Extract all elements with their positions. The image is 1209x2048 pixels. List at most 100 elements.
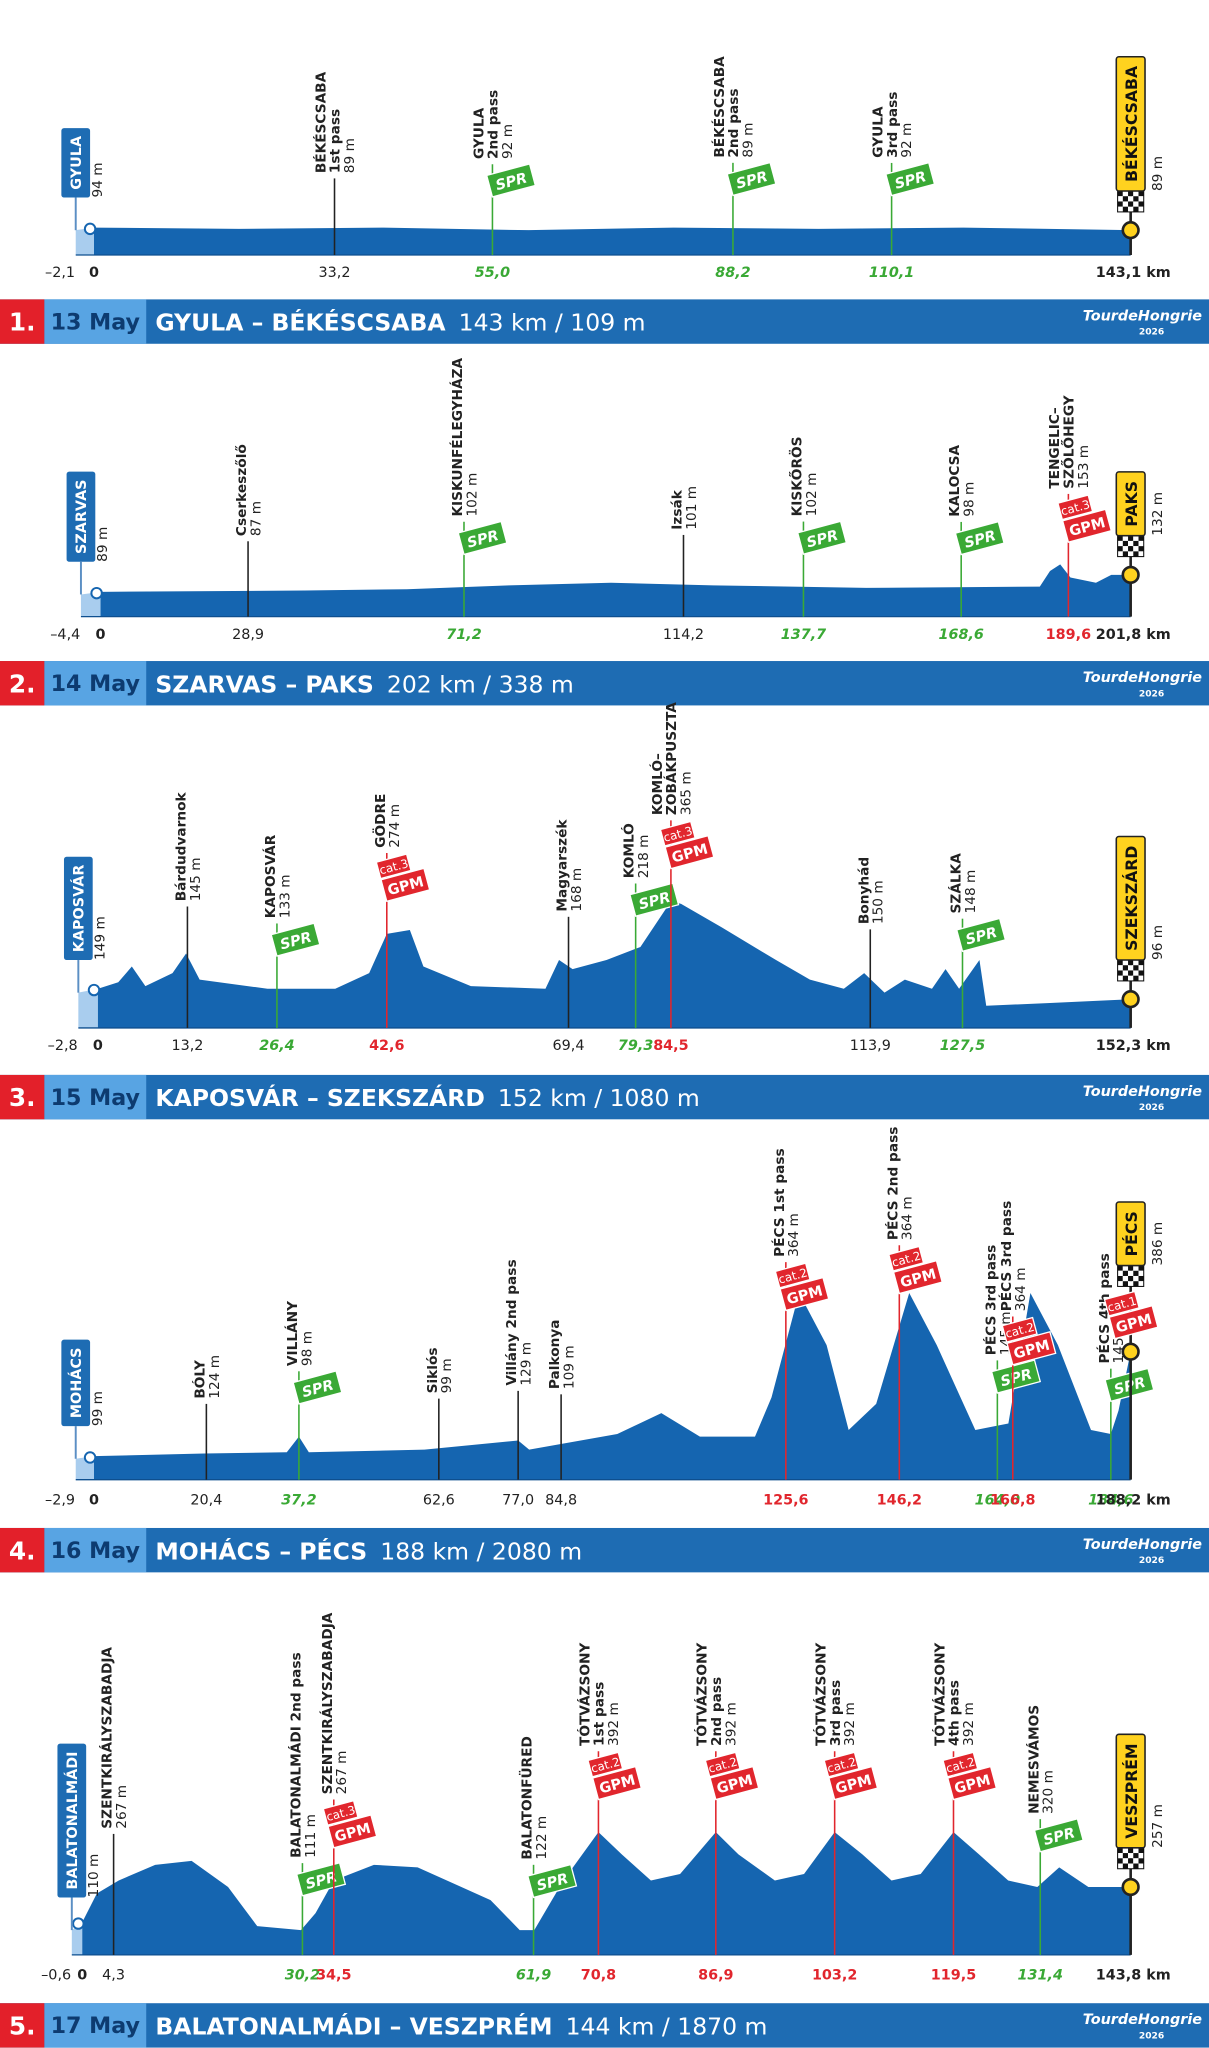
- start-box: [61, 128, 91, 198]
- start-alt: 99 m: [90, 1391, 106, 1426]
- waypoint-alt: 150 m: [871, 880, 887, 924]
- waypoint-name: TÓTVÁZSONY: [930, 1642, 948, 1746]
- finish-name: SZEKSZÁRD: [1122, 846, 1141, 951]
- waypoint-alt: 274 m: [387, 804, 403, 848]
- waypoint-km: 110,1: [869, 265, 914, 281]
- waypoint-name: 3rd pass: [828, 1680, 844, 1746]
- date-box: [44, 2003, 147, 2048]
- waypoint-name: KALOCSA: [947, 444, 963, 516]
- badge: [1033, 1818, 1084, 1853]
- waypoint-alt: 109 m: [562, 1345, 578, 1389]
- cat-badge: [774, 1262, 811, 1289]
- finish-flag: [1117, 546, 1123, 552]
- badge: [828, 1765, 879, 1801]
- waypoint-alt: 98 m: [962, 482, 978, 517]
- elevation-profile: [100, 564, 1131, 617]
- waypoint-km: 84,8: [545, 1492, 577, 1508]
- finish-flag: [1138, 535, 1144, 541]
- stage-route: GYULA – BÉKÉSCSABA: [155, 309, 446, 337]
- stage-number: 1.: [9, 308, 36, 337]
- finish-flag: [1133, 201, 1139, 207]
- start-km: 0: [77, 1968, 87, 1984]
- finish-km: 143,1 km: [1096, 265, 1171, 281]
- waypoint-km: 70,8: [581, 1968, 616, 1984]
- waypoint-alt: 87 m: [248, 501, 264, 536]
- finish-flag: [1133, 960, 1139, 966]
- badge-type: SPR: [1042, 1825, 1077, 1849]
- finish-flag: [1133, 551, 1139, 557]
- waypoint-alt: 124 m: [207, 1355, 223, 1399]
- finish-flag: [1133, 191, 1139, 197]
- waypoint-name: TÓTVÁZSONY: [812, 1642, 830, 1746]
- finish-alt: 132 m: [1150, 492, 1166, 536]
- finish-flag: [1128, 196, 1134, 202]
- finish-flag: [1138, 965, 1144, 971]
- start-alt: 110 m: [86, 1854, 102, 1898]
- stage-number-box: [0, 2003, 45, 2048]
- waypoint-km: 20,4: [190, 1492, 222, 1508]
- badge: [527, 1863, 578, 1899]
- finish-flag: [1138, 975, 1144, 981]
- finish-km: 143,8 km: [1096, 1968, 1171, 1984]
- cat-badge: [823, 1751, 860, 1778]
- waypoint-km: 13,2: [171, 1038, 203, 1054]
- waypoint-km: 127,5: [940, 1038, 985, 1054]
- finish-flag: [1122, 546, 1129, 552]
- finish-flag: [1128, 551, 1134, 557]
- finish-flag: [1117, 1847, 1123, 1854]
- stage-distance: 143 km / 109 m: [459, 309, 646, 337]
- cat-badge: [888, 1245, 925, 1272]
- finish-flag: [1122, 975, 1129, 981]
- finish-flag: [1128, 206, 1134, 212]
- waypoint-alt: 218 m: [636, 834, 652, 878]
- waypoint-name: KAPOSVÁR: [262, 834, 279, 918]
- waypoint-km: 71,2: [446, 627, 481, 643]
- finish-dot: [1121, 221, 1140, 240]
- waypoint-name: PÉCS 2nd pass: [884, 1127, 901, 1240]
- badge-type: SPR: [535, 1871, 570, 1895]
- waypoint-km: 86,9: [698, 1968, 733, 1984]
- waypoint-km: 55,0: [475, 265, 510, 281]
- waypoint-km: 84,5: [653, 1038, 688, 1054]
- waypoint-name: BÉKÉSCSABA: [312, 71, 329, 173]
- badge: [955, 917, 1007, 953]
- finish-flag: [1122, 1265, 1129, 1271]
- waypoint-alt: 364 m: [900, 1196, 916, 1240]
- finish-flag: [1138, 970, 1144, 976]
- waypoint-km: 119,5: [931, 1968, 976, 1984]
- waypoint-km: 42,6: [369, 1038, 404, 1054]
- stage-date: 17 May: [51, 2013, 141, 2039]
- badge: [709, 1765, 760, 1801]
- start-name: BALATONALMÁDI: [64, 1751, 81, 1889]
- waypoint-alt: 168 m: [569, 868, 585, 912]
- badge: [327, 1814, 378, 1849]
- waypoint-km: 103,2: [812, 1968, 857, 1984]
- waypoint-name: BÓLY: [190, 1359, 208, 1399]
- finish-flag: [1138, 1853, 1144, 1859]
- waypoint-km: 30,2: [285, 1968, 320, 1984]
- waypoint-name: TÓTVÁZSONY: [575, 1642, 593, 1746]
- waypoint-km: 28,9: [232, 627, 264, 643]
- finish-flag: [1133, 1858, 1139, 1864]
- waypoint-km: 33,2: [319, 265, 351, 281]
- waypoint-name: PÉCS 3rd pass: [982, 1245, 999, 1355]
- waypoint-km: 77,0: [502, 1492, 534, 1508]
- finish-flag: [1133, 1863, 1139, 1869]
- waypoint-name: 2nd pass: [486, 90, 502, 159]
- finish-flag: [1122, 191, 1129, 197]
- finish-flag: [1138, 540, 1144, 547]
- stage-route: SZARVAS – PAKS: [155, 670, 373, 698]
- badge-type: SPR: [805, 528, 840, 552]
- finish-flag: [1122, 1853, 1129, 1859]
- waypoint-name: TÓTVÁZSONY: [693, 1642, 711, 1746]
- start-dot: [83, 1451, 97, 1464]
- finish-flag: [1122, 201, 1129, 207]
- finish-flag: [1133, 540, 1139, 547]
- stage-number: 3.: [9, 1083, 36, 1112]
- waypoint-name: 2nd pass: [726, 88, 742, 157]
- badge-type: SPR: [637, 890, 672, 914]
- finish-name: VESZPRÉM: [1122, 1743, 1141, 1838]
- elevation-profile: [94, 227, 1131, 255]
- finish-flag: [1122, 551, 1129, 557]
- waypoint-km: 189,6: [1046, 627, 1091, 643]
